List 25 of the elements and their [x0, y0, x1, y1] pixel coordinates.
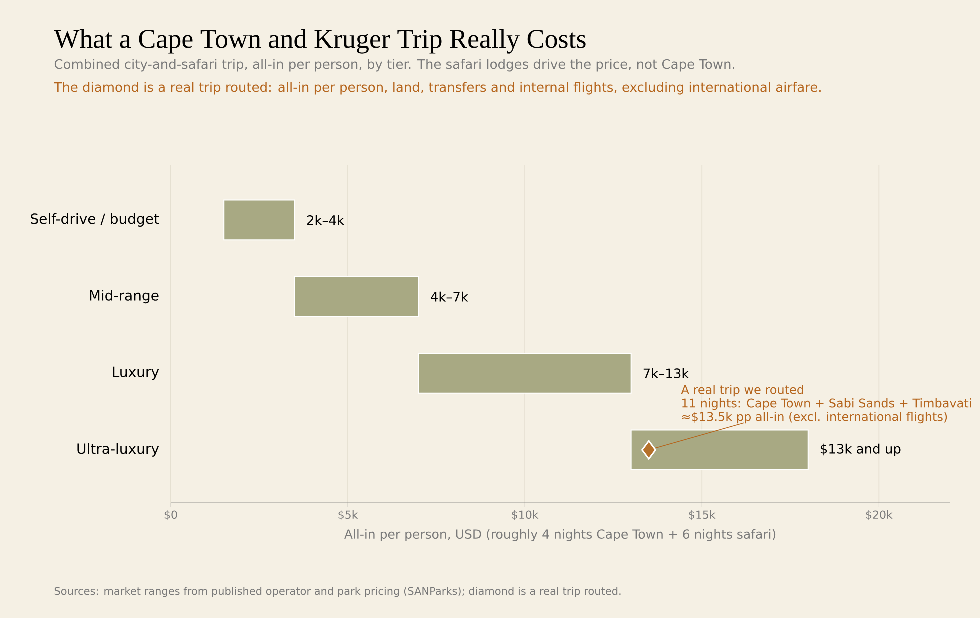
annotation: ≈$13.5k pp all-in (excl. international flights): [682, 412, 948, 424]
bar: [418, 353, 632, 394]
annotation: A real trip we routed: [681, 385, 804, 397]
y-tick-label: Ultra-luxury: [78, 443, 160, 457]
bar: [630, 430, 809, 471]
annotation: $13k and up: [820, 444, 901, 456]
x-tick-label: $15k: [689, 510, 716, 520]
x-tick-label: $20k: [866, 510, 893, 520]
bar: [294, 276, 420, 318]
text: The diamond is a real trip routed: all-in per person, land, transfers and internal flights, excluding international airfare.: [54, 82, 821, 95]
x-tick-label: $10k: [512, 510, 539, 520]
y-tick-label: Luxury: [113, 366, 160, 380]
x-tick-label: $0: [164, 510, 178, 520]
annotation: 4k–7k: [431, 292, 468, 302]
x-tick-label: $5k: [338, 510, 358, 520]
y-tick-label: Mid-range: [90, 290, 159, 304]
source-note: Sources: market ranges from published operator and park pricing (SANParks); diamond is a real trip routed.: [54, 587, 621, 598]
y-tick-label: Self-drive / budget: [31, 213, 160, 227]
annotation: 11 nights: Cape Town + Sabi Sands + Timbavati: [682, 398, 972, 410]
chart-title: What a Cape Town and Kruger Trip Really Costs: [54, 29, 586, 54]
x-axis-title: All-in per person, USD (roughly 4 nights Cape Town + 6 nights safari): [344, 529, 776, 542]
chart-subtitle: Combined city-and-safari trip, all-in per person, by tier. The safari lodges drive the price, not Cape Town.: [54, 59, 734, 72]
bar: [224, 200, 296, 241]
annotation: 2k–4k: [307, 215, 344, 226]
annotation: 7k–13k: [644, 368, 690, 379]
